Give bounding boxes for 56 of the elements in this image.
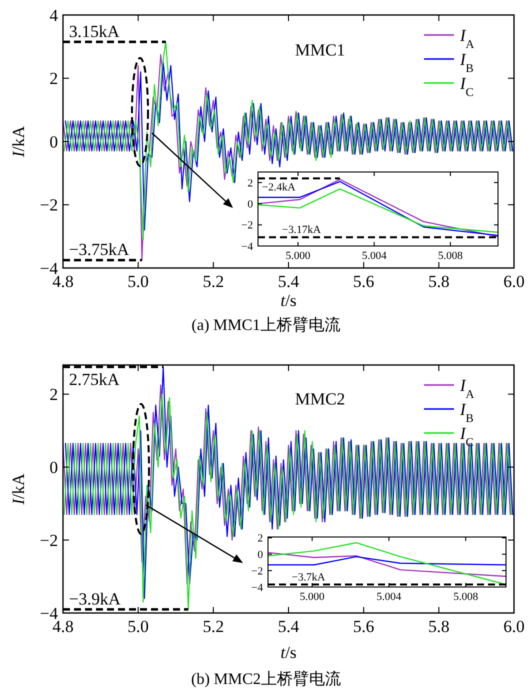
x-tick-label: 5.008 xyxy=(438,250,464,262)
legend-label: I$_{B}$ xyxy=(459,400,474,425)
x-tick-label: 5.8 xyxy=(428,617,450,636)
legend-label: I$_{A}$ xyxy=(459,26,475,51)
y-tick-label: −2 xyxy=(241,220,253,232)
y-tick-label: −4 xyxy=(251,582,264,594)
x-tick-label: 5.2 xyxy=(202,617,224,636)
annotation: −3.75kA xyxy=(69,240,130,260)
annotation: −3.9kA xyxy=(69,589,122,608)
x-tick-label: 5.8 xyxy=(428,272,450,291)
x-tick-label: 5.008 xyxy=(453,591,479,603)
ref-line-label: −3.17kA xyxy=(282,224,321,236)
annotation: 2.75kA xyxy=(69,370,120,389)
legend-label: I$_{B}$ xyxy=(459,50,474,75)
x-tick-label: 5.004 xyxy=(376,591,402,603)
x-tick-label: 5.0 xyxy=(128,272,149,291)
text: (a) MMC1上桥臂电流 xyxy=(192,316,340,334)
x-tick-label: 5.6 xyxy=(353,272,374,291)
x-tick-label: 5.0 xyxy=(128,617,149,636)
legend-label: I$_{C}$ xyxy=(459,424,474,449)
x-tick-label: 5.000 xyxy=(300,591,326,603)
legend-label: I$_{C}$ xyxy=(459,74,474,99)
x-tick-label: 5.4 xyxy=(278,272,300,291)
y-tick-label: 0 xyxy=(50,132,58,152)
x-tick-label: 5.2 xyxy=(202,272,224,291)
y-axis-title: I/kA xyxy=(9,472,28,506)
y-tick-label: −2 xyxy=(251,565,263,578)
y-tick-label: −2 xyxy=(40,531,58,550)
y-tick-label: −4 xyxy=(241,240,254,253)
annotation: 3.15kA xyxy=(69,22,120,41)
y-tick-label: −2 xyxy=(40,196,58,215)
y-tick-label: 0 xyxy=(258,549,264,562)
x-tick-label: 5.004 xyxy=(362,250,388,262)
y-tick-label: 2 xyxy=(248,177,253,190)
line-series xyxy=(64,41,512,240)
x-axis-title: t/s xyxy=(280,643,297,662)
x-tick-label: 6.0 xyxy=(503,272,525,291)
y-tick-label: 2 xyxy=(258,532,263,545)
line-series xyxy=(268,542,506,586)
y-tick-label: 0 xyxy=(248,198,254,211)
x-tick-label: 5.6 xyxy=(353,617,374,636)
x-tick-label: 6.0 xyxy=(503,617,525,636)
ref-line-label: −3.7kA xyxy=(292,572,326,584)
y-tick-label: 2 xyxy=(50,69,58,88)
y-tick-label: 2 xyxy=(50,385,58,404)
annotation: MMC2 xyxy=(295,390,346,409)
text: (b) MMC2上桥臂电流 xyxy=(191,670,341,688)
y-axis-title: I/kA xyxy=(9,125,28,158)
x-axis-title: t/s xyxy=(280,291,297,310)
y-tick-label: 4 xyxy=(50,6,58,25)
x-tick-label: 5.4 xyxy=(278,617,300,636)
x-tick-label: 5.000 xyxy=(286,250,311,262)
annotation: MMC1 xyxy=(295,40,346,60)
legend-label: I$_{A}$ xyxy=(459,376,475,401)
annotation: −2.4kA xyxy=(262,181,296,194)
y-tick-label: 0 xyxy=(50,458,58,478)
